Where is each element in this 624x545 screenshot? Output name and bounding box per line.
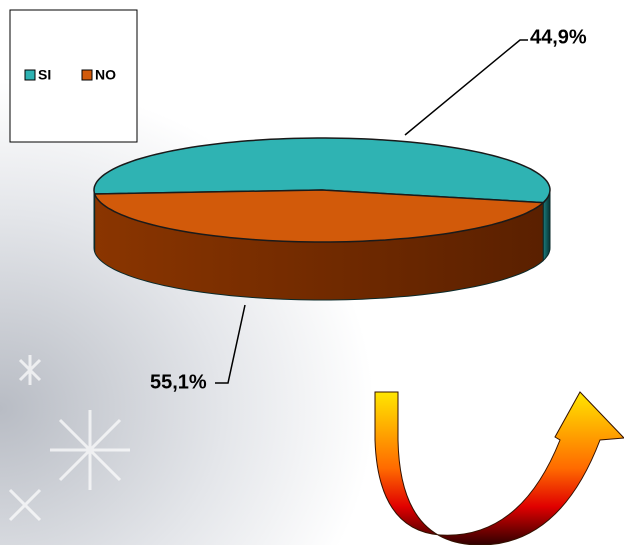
data-label: 44,9% [530, 26, 587, 48]
snowflakes [8, 355, 130, 522]
slice [93, 137, 551, 204]
legend-label: NO [95, 67, 116, 83]
leader-line [404, 39, 528, 136]
arrow [374, 391, 624, 545]
legend-swatch [81, 69, 93, 81]
leader-line [215, 304, 246, 384]
legend-swatch [24, 69, 36, 81]
data-label: 55,1% [150, 371, 207, 393]
legend-label: SI [38, 67, 51, 83]
legend: SI NO [9, 9, 138, 143]
slice [93, 189, 546, 243]
